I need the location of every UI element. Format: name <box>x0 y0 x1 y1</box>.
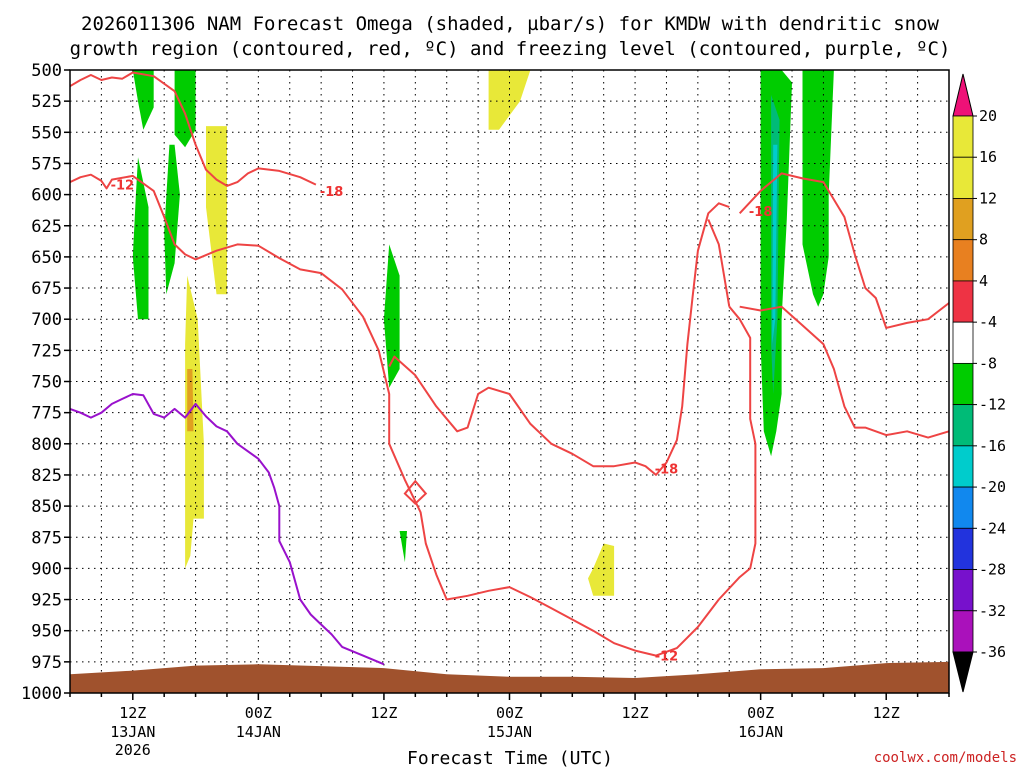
x-tick-date-5: 16JAN <box>738 723 783 741</box>
contour-5 <box>739 305 950 439</box>
contour-1 <box>69 173 757 657</box>
x-tick-label-5: 00Z <box>747 704 774 722</box>
y-axis-ticks: 500 525 550 575 600 625 650 675 700 725 750 775 800 8… <box>21 61 70 704</box>
colorbar-label-9: -20 <box>979 478 1006 496</box>
plot-area: -12 -18 -18 -18 -12 <box>69 69 950 694</box>
chart-title-line-2: growth region (contoured, red, ºC) and f… <box>70 38 951 60</box>
omega-region-2 <box>132 157 149 320</box>
y-tick-label-19: 975 <box>31 653 62 673</box>
contour-label-3: -18 <box>749 205 773 220</box>
colorbar-label-13: -36 <box>979 643 1006 661</box>
colorbar-label-4: 4 <box>979 272 988 290</box>
y-tick-label-16: 900 <box>31 559 62 579</box>
y-tick-label-20: 1000 <box>21 684 62 704</box>
terrain-fill <box>70 661 949 693</box>
colorbar-label-8: -16 <box>979 437 1006 455</box>
omega-region-10 <box>588 543 615 596</box>
colorbar-label-5: -4 <box>979 313 997 331</box>
contour-label-0: -12 <box>111 179 135 194</box>
colorbar-segment-2 <box>952 198 974 241</box>
contour-label-1: -18 <box>320 185 344 200</box>
x-tick-date-0: 13JAN <box>110 723 155 741</box>
x-tick-date-1: 14JAN <box>236 723 281 741</box>
colorbar-label-11: -28 <box>979 561 1006 579</box>
x-axis-title: Forecast Time (UTC) <box>407 748 613 768</box>
y-tick-label-2: 550 <box>31 123 62 143</box>
y-tick-label-11: 775 <box>31 404 62 424</box>
colorbar-segment-9 <box>952 486 974 529</box>
colorbar-bottom-arrow <box>952 651 974 693</box>
colorbar-segment-4 <box>952 280 974 323</box>
y-tick-label-14: 850 <box>31 497 62 517</box>
y-tick-label-17: 925 <box>31 591 62 611</box>
x-tick-label-6: 12Z <box>873 704 900 722</box>
contour-ring <box>403 479 428 505</box>
y-tick-label-15: 875 <box>31 528 62 548</box>
colorbar-segment-5 <box>952 321 974 364</box>
x-tick-label-1: 00Z <box>245 704 272 722</box>
contour-2 <box>707 219 731 307</box>
y-tick-label-4: 600 <box>31 186 62 206</box>
colorbar-segment-3 <box>952 239 974 282</box>
colorbar-segment-11 <box>952 569 974 612</box>
y-tick-label-0: 500 <box>31 61 62 81</box>
omega-region-8 <box>185 275 204 569</box>
contour-6 <box>69 393 385 666</box>
x-tick-label-2: 12Z <box>370 704 397 722</box>
contour-label-4: -12 <box>655 650 679 665</box>
y-tick-label-7: 675 <box>31 279 62 299</box>
x-tick-label-3: 00Z <box>496 704 523 722</box>
colorbar-label-2: 12 <box>979 189 997 207</box>
colorbar-segment-0 <box>952 115 974 158</box>
omega-region-4 <box>383 244 400 388</box>
y-tick-label-18: 950 <box>31 622 62 642</box>
y-tick-label-6: 650 <box>31 248 62 268</box>
y-tick-label-8: 700 <box>31 310 62 330</box>
omega-region-0 <box>132 70 154 130</box>
colorbar-segment-12 <box>952 610 974 653</box>
colorbar-label-0: 20 <box>979 107 997 125</box>
colorbar-segment-7 <box>952 404 974 447</box>
omega-region-11 <box>802 70 834 307</box>
colorbar-segment-10 <box>952 527 974 570</box>
colorbar-top-arrow <box>952 73 974 117</box>
x-tick-date-3: 15JAN <box>487 723 532 741</box>
x-tick-year-0: 2026 <box>115 741 151 759</box>
x-tick-label-4: 12Z <box>622 704 649 722</box>
colorbar-segment-6 <box>952 362 974 406</box>
credit-text: coolwx.com/models <box>874 750 1017 766</box>
contour-4 <box>738 172 950 329</box>
y-tick-label-13: 825 <box>31 466 62 486</box>
contour-0 <box>69 71 317 187</box>
x-tick-label-0: 12Z <box>119 704 146 722</box>
omega-region-7 <box>206 126 227 295</box>
y-tick-label-10: 750 <box>31 373 62 393</box>
omega-region-14 <box>772 144 778 345</box>
colorbar: 20 16 12 8 4 -4 -8 -12 -16 -20 -24 -28 -32 -36 <box>952 73 1006 693</box>
colorbar-label-3: 8 <box>979 231 988 249</box>
colorbar-label-10: -24 <box>979 519 1006 537</box>
chart-title-line-1: 2026011306 NAM Forecast Omega (shaded, µ… <box>81 13 939 35</box>
y-tick-label-9: 725 <box>31 341 62 361</box>
y-tick-label-5: 625 <box>31 217 62 237</box>
contour-label-2: -18 <box>655 463 679 478</box>
colorbar-label-12: -32 <box>979 602 1006 620</box>
colorbar-label-6: -8 <box>979 354 997 372</box>
colorbar-segment-1 <box>952 156 974 199</box>
omega-region-9 <box>187 369 194 432</box>
omega-region-5 <box>399 531 407 563</box>
y-tick-label-3: 575 <box>31 154 62 174</box>
y-tick-label-12: 800 <box>31 435 62 455</box>
colorbar-segment-8 <box>952 445 974 488</box>
omega-region-6 <box>488 70 531 130</box>
y-tick-label-1: 525 <box>31 92 62 112</box>
omega-region-3 <box>164 144 180 295</box>
contour-3 <box>388 202 730 476</box>
colorbar-label-1: 16 <box>979 148 997 166</box>
colorbar-label-7: -12 <box>979 396 1006 414</box>
